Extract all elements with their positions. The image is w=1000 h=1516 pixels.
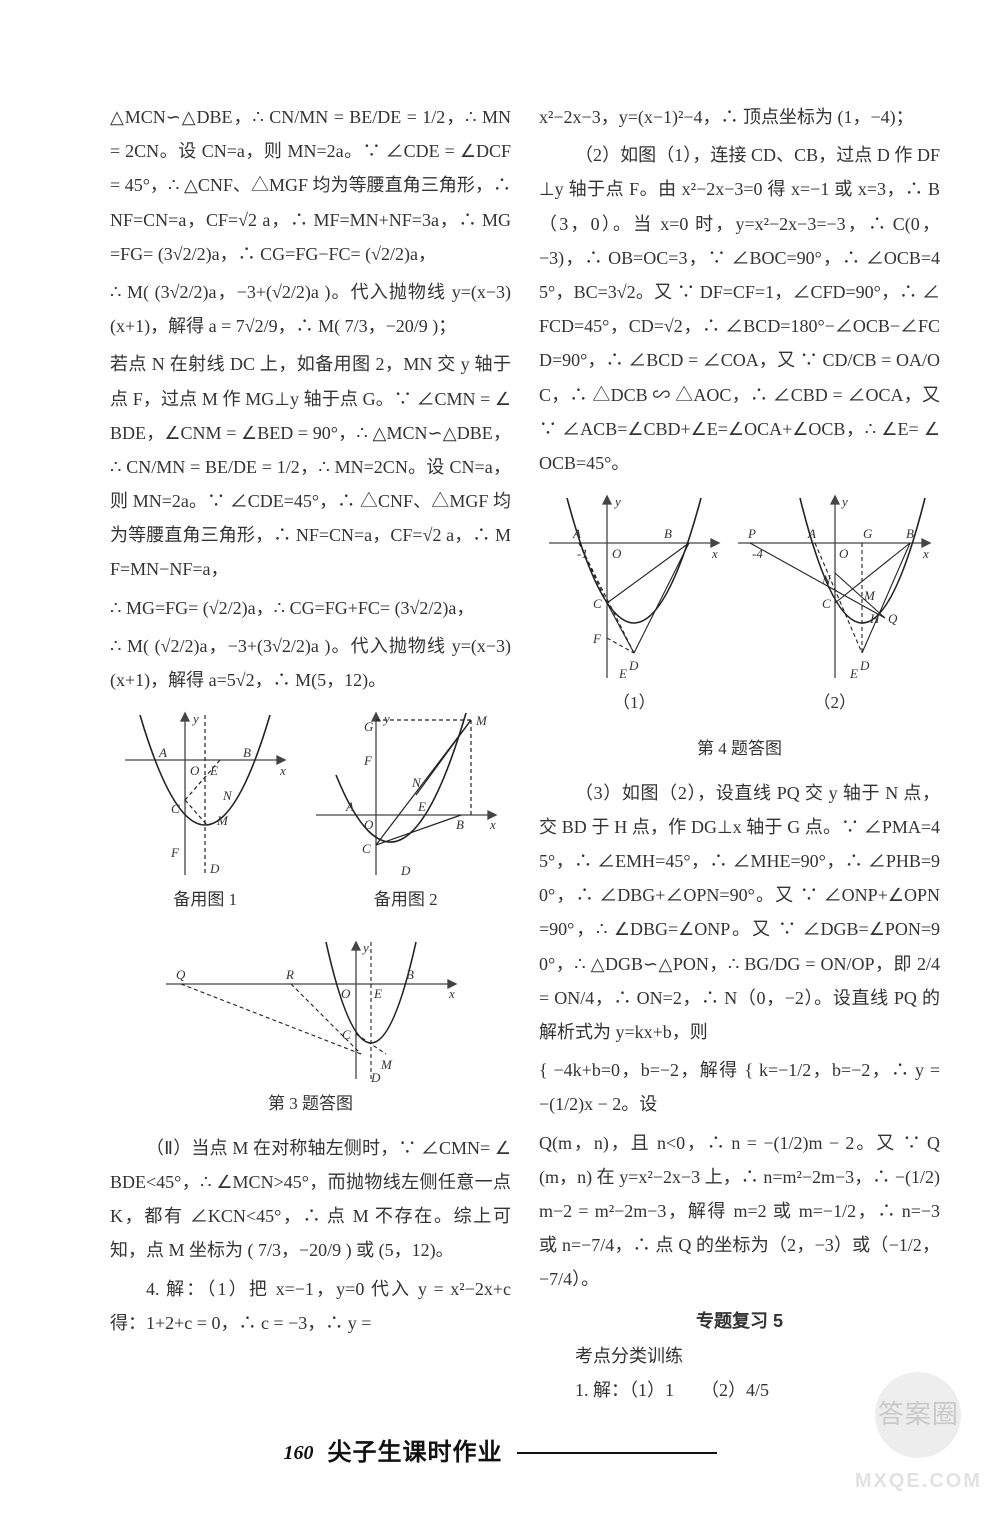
left-p1: △MCN∽△DBE，∴ CN/MN = BE/DE = 1/2，∴ MN = 2… (110, 100, 511, 271)
svg-text:M: M (863, 588, 876, 603)
svg-text:C: C (822, 596, 831, 611)
svg-text:H: H (869, 611, 880, 626)
svg-text:O: O (341, 986, 351, 1001)
watermark-badge: 答案圈 (875, 1372, 961, 1458)
section-title: 专题复习 5 (539, 1304, 940, 1338)
figure-row-1: y x A O E B C F D N M 备用图 1 (110, 705, 511, 926)
book-title: 尖子生课时作业 (328, 1430, 503, 1476)
svg-text:O: O (839, 546, 849, 561)
svg-text:C: C (362, 841, 371, 856)
svg-text:B: B (906, 526, 914, 541)
svg-text:B: B (243, 745, 251, 760)
svg-text:N: N (222, 788, 233, 803)
right-p2: （2）如图（1），连接 CD、CB，过点 D 作 DF⊥y 轴于点 F。由 x²… (539, 138, 940, 480)
left-p4: ∴ MG=FG= (√2/2)a，∴ CG=FG+FC= (3√2/2)a， (110, 591, 511, 625)
svg-text:F: F (170, 845, 180, 860)
svg-text:D: D (370, 1070, 381, 1084)
svg-text:y: y (382, 711, 390, 726)
svg-text:B: B (664, 526, 672, 541)
svg-text:-4: -4 (752, 546, 763, 561)
svg-text:A: A (807, 526, 816, 541)
right-p4: { −4k+b=0，b=−2，解得 { k=−1/2，b=−2，∴ y = −(… (539, 1053, 940, 1121)
svg-text:O: O (612, 546, 622, 561)
svg-text:C: C (171, 801, 180, 816)
svg-text:D: D (400, 863, 411, 878)
left-p5: ∴ M( (√2/2)a，−3+(3√2/2)a )。代入抛物线 y=(x−3)… (110, 629, 511, 697)
q4-fig-1: y x A -1 O B C F D E （1） (539, 488, 729, 729)
svg-text:N: N (411, 775, 422, 790)
svg-text:D: D (209, 861, 220, 876)
svg-text:G: G (863, 526, 873, 541)
svg-text:D: D (628, 658, 639, 673)
svg-text:O: O (190, 763, 200, 778)
svg-text:x: x (489, 817, 496, 832)
svg-text:D: D (859, 658, 870, 673)
svg-text:M: M (475, 713, 488, 728)
svg-text:y: y (191, 711, 199, 726)
watermark: 答案圈 MXQE.COM (855, 1372, 982, 1500)
svg-text:E: E (209, 763, 218, 778)
svg-text:A: A (345, 799, 354, 814)
aux-fig-1: y x A O E B C F D N M 备用图 1 (115, 705, 295, 926)
q4-fig-1-cap: （1） (539, 687, 729, 719)
q3-fig-cap: 第 3 题答图 (110, 1088, 511, 1120)
svg-text:G: G (364, 719, 374, 734)
q4-fig-cap: 第 4 题答图 (539, 733, 940, 765)
svg-text:P: P (747, 526, 756, 541)
right-p5: Q(m，n)，且 n<0，∴ n = −(1/2)m − 2。又 ∵ Q(m，n… (539, 1126, 940, 1297)
svg-text:A: A (158, 745, 167, 760)
svg-text:B: B (456, 817, 464, 832)
q4-fig-2: y x P -4 A O G B N C M Q H D E (730, 488, 940, 729)
figure-row-3: y x A -1 O B C F D E （1） (539, 488, 940, 729)
svg-text:M: M (380, 1057, 393, 1072)
right-column: x²−2x−3，y=(x−1)²−4，∴ 顶点坐标为 (1，−4)； （2）如图… (539, 100, 940, 1400)
left-p6: （Ⅱ）当点 M 在对称轴左侧时，∵ ∠CMN= ∠BDE<45°，∴ ∠MCN>… (110, 1131, 511, 1268)
svg-text:x: x (279, 763, 286, 778)
svg-text:y: y (840, 494, 848, 509)
aux-fig-1-cap: 备用图 1 (115, 884, 295, 916)
page-footer: 160 尖子生课时作业 (0, 1430, 1000, 1476)
svg-text:y: y (361, 940, 369, 955)
footer-rule (517, 1452, 717, 1454)
right-p3: （3）如图（2），设直线 PQ 交 y 轴于 N 点，交 BD 于 H 点，作 … (539, 776, 940, 1050)
svg-text:E: E (618, 666, 627, 681)
svg-text:Q: Q (176, 967, 186, 982)
svg-text:B: B (406, 967, 414, 982)
subsection-title: 考点分类训练 (539, 1339, 940, 1373)
svg-text:N: N (821, 572, 832, 587)
left-p7: 4. 解：（1）把 x=−1，y=0 代入 y = x²−2x+c 得：1+2+… (110, 1272, 511, 1340)
q3-fig: y x Q R O E B C M D (156, 934, 466, 1084)
svg-text:F: F (363, 753, 373, 768)
svg-text:Q: Q (888, 611, 898, 626)
aux-fig-2: y x A O B C D E F G M N 备用图 2 (306, 705, 506, 926)
svg-text:x: x (711, 546, 718, 561)
left-p3: 若点 N 在射线 DC 上，如备用图 2，MN 交 y 轴于点 F，过点 M 作… (110, 347, 511, 586)
svg-text:C: C (593, 596, 602, 611)
svg-text:O: O (364, 817, 374, 832)
q4-fig-2-cap: （2） (730, 687, 940, 719)
svg-text:C: C (342, 1027, 351, 1042)
svg-text:E: E (849, 666, 858, 681)
svg-text:F: F (592, 631, 602, 646)
watermark-url: MXQE.COM (855, 1462, 982, 1500)
svg-text:y: y (613, 494, 621, 509)
aux-fig-2-cap: 备用图 2 (306, 884, 506, 916)
svg-text:-1: -1 (577, 546, 588, 561)
left-p2: ∴ M( (3√2/2)a，−3+(√2/2)a )。代入抛物线 y=(x−3)… (110, 275, 511, 343)
svg-text:M: M (216, 813, 229, 828)
svg-text:x: x (922, 546, 929, 561)
svg-text:R: R (285, 967, 294, 982)
svg-text:A: A (572, 526, 581, 541)
left-column: △MCN∽△DBE，∴ CN/MN = BE/DE = 1/2，∴ MN = 2… (110, 100, 511, 1400)
svg-text:x: x (448, 986, 455, 1001)
page-number: 160 (284, 1434, 314, 1472)
right-p1: x²−2x−3，y=(x−1)²−4，∴ 顶点坐标为 (1，−4)； (539, 100, 940, 134)
figure-row-2: y x Q R O E B C M D (110, 934, 511, 1084)
svg-text:E: E (373, 986, 382, 1001)
svg-text:E: E (417, 799, 426, 814)
